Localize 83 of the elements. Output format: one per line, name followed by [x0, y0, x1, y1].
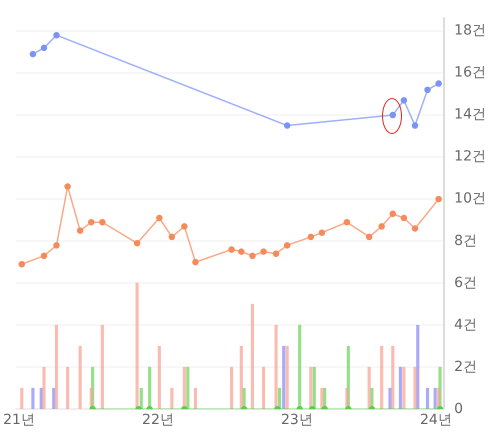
y-tick-label: 4건: [454, 316, 478, 333]
bar: [402, 366, 406, 410]
bar: [186, 366, 190, 410]
point: [435, 80, 442, 87]
bar: [380, 346, 384, 410]
bar: [309, 366, 312, 410]
y-tick-label: 10건: [454, 190, 486, 207]
bar: [398, 366, 402, 410]
point: [435, 196, 442, 202]
bar: [286, 346, 289, 410]
point: [412, 122, 418, 129]
bar: [274, 324, 278, 410]
point: [390, 210, 396, 218]
point: [53, 32, 60, 38]
y-tick-label: 16건: [454, 64, 486, 81]
point: [30, 50, 36, 58]
y-tick-label: 6건: [454, 274, 478, 291]
x-tick-label: 22년: [142, 412, 174, 428]
point: [99, 218, 106, 226]
point: [412, 225, 418, 232]
bar: [368, 366, 371, 410]
bar: [312, 366, 316, 410]
point: [40, 44, 48, 52]
point: [238, 248, 245, 255]
point: [134, 240, 140, 246]
bar: [78, 346, 82, 410]
point: [390, 112, 396, 118]
bar: [170, 388, 174, 410]
point: [76, 227, 84, 234]
point: [400, 97, 408, 104]
point: [272, 250, 280, 257]
bar: [42, 366, 46, 410]
point: [400, 214, 408, 222]
point: [53, 242, 60, 249]
bar: [240, 346, 243, 410]
x-tick-label: 21년: [3, 412, 35, 428]
x-tick-label: 23년: [280, 412, 313, 428]
bar: [413, 366, 417, 410]
point: [308, 234, 314, 240]
y-tick-label: 0: [454, 400, 464, 417]
bar: [282, 346, 286, 410]
point: [156, 214, 163, 222]
bar: [158, 346, 161, 410]
bar: [230, 366, 234, 410]
bar: [52, 388, 56, 410]
bar: [100, 324, 104, 410]
x-tick-label: 24년: [420, 412, 452, 428]
point: [64, 183, 71, 190]
point: [260, 248, 267, 255]
y-tick-label: 14건: [454, 106, 486, 123]
bar: [40, 388, 43, 410]
bar: [250, 304, 254, 410]
bar: [434, 388, 437, 410]
point: [284, 122, 290, 129]
point: [168, 234, 176, 240]
point: [40, 252, 48, 260]
y-tick-label: 8건: [454, 232, 478, 249]
y-tick-label: 12건: [454, 148, 486, 165]
point: [18, 260, 26, 268]
bar: [391, 346, 394, 410]
bar: [426, 388, 430, 410]
bar: [194, 388, 198, 410]
bar: [66, 366, 70, 410]
point: [181, 223, 188, 230]
point: [378, 223, 385, 230]
point: [284, 242, 290, 249]
bar: [31, 388, 34, 410]
y-tick-label: 18건: [454, 22, 486, 39]
bar: [416, 324, 420, 410]
y-tick-label: 2건: [454, 358, 478, 375]
point: [344, 218, 350, 226]
bar: [262, 366, 266, 410]
bar: [140, 388, 143, 410]
bar: [54, 324, 58, 410]
point: [88, 218, 94, 226]
bar: [20, 388, 24, 410]
bar: [136, 282, 139, 410]
point: [249, 252, 256, 260]
point: [424, 86, 431, 94]
point: [366, 234, 372, 240]
point: [318, 229, 326, 236]
point: [228, 246, 235, 253]
point: [192, 258, 199, 266]
